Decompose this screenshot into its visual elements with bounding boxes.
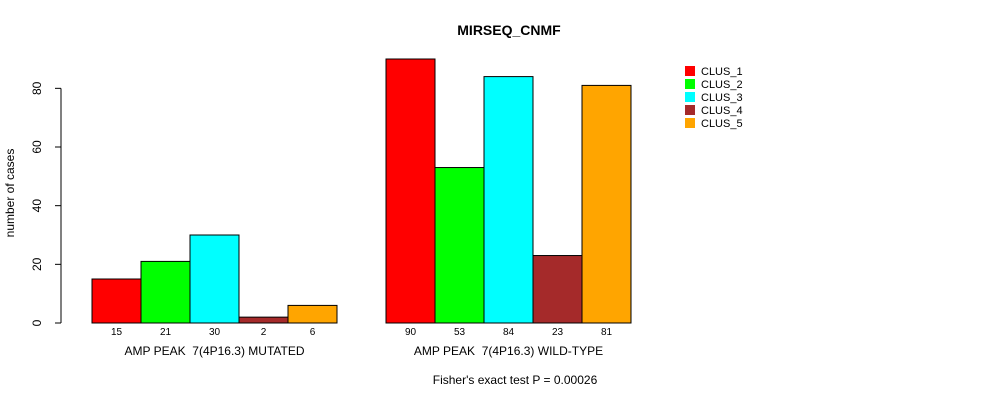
y-axis: 0 20 40 60 80: [30, 81, 62, 326]
legend-label-clus_4: CLUS_4: [701, 105, 743, 117]
bar-value-label: 84: [503, 327, 515, 338]
legend-swatch-clus_5: [685, 118, 695, 128]
bar-value-label: 15: [111, 327, 123, 338]
bar-value-label: 30: [209, 327, 221, 338]
bar-value-label: 23: [552, 327, 564, 338]
bar-value-label: 81: [601, 327, 613, 338]
legend-label-clus_1: CLUS_1: [701, 66, 743, 78]
bar-clus_1-group-1: [91, 278, 142, 324]
y-axis-label: number of cases: [3, 149, 17, 238]
group-label-2: AMP PEAK 7(4P16.3) WILD-TYPE: [414, 344, 603, 358]
group-label-1: AMP PEAK 7(4P16.3) MUTATED: [124, 344, 304, 358]
legend-swatch-clus_1: [685, 66, 695, 76]
bar-value-label: 21: [160, 327, 172, 338]
legend-label-clus_5: CLUS_5: [701, 118, 743, 130]
bar-value-label: 2: [261, 327, 267, 338]
bar-clus_2-group-2: [434, 167, 485, 324]
y-tick-label: 0: [30, 319, 44, 326]
bar-value-label: 53: [454, 327, 466, 338]
bar-value-label: 6: [310, 327, 316, 338]
legend-swatch-clus_4: [685, 105, 695, 115]
bar-clus_4-group-1: [238, 316, 289, 324]
group-labels: AMP PEAK 7(4P16.3) MUTATED AMP PEAK 7(4P1…: [124, 344, 603, 358]
y-tick-label: 40: [30, 199, 44, 213]
bar-clus_1-group-2: [385, 58, 436, 324]
bar-clus_3-group-1: [189, 234, 240, 324]
y-tick-label: 80: [30, 81, 44, 95]
legend-label-clus_3: CLUS_3: [701, 92, 743, 104]
bar-clus_4-group-2: [532, 255, 583, 324]
fisher-test-footnote: Fisher's exact test P = 0.00026: [433, 373, 598, 387]
bar-clus_3-group-2: [483, 76, 534, 324]
bars: 15 21 30 2 6 90 53 84 23 81: [91, 58, 632, 338]
bar-clus_5-group-1: [287, 304, 338, 324]
chart-title: MIRSEQ_CNMF: [457, 22, 561, 38]
y-tick-label: 60: [30, 140, 44, 154]
legend-swatch-clus_2: [685, 79, 695, 89]
y-tick-label: 20: [30, 257, 44, 271]
bar-value-label: 90: [405, 327, 417, 338]
bar-clus_5-group-2: [581, 84, 632, 324]
legend-swatch-clus_3: [685, 92, 695, 102]
bar-clus_2-group-1: [140, 260, 191, 324]
legend-label-clus_2: CLUS_2: [701, 79, 743, 91]
